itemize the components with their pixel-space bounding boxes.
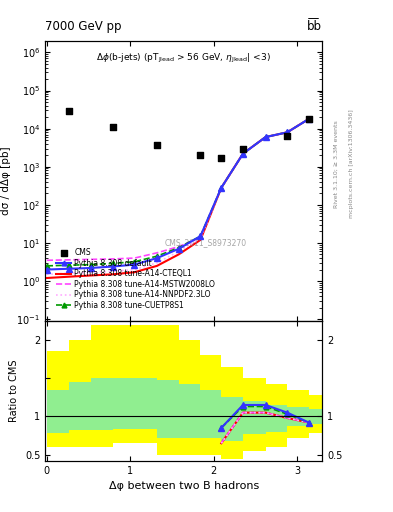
CMS (197, 151, 204, 159)
Text: Rivet 3.1.10; ≥ 3.3M events: Rivet 3.1.10; ≥ 3.3M events (334, 120, 338, 208)
Pythia 8.308 tune-CUETP8S1 (132, 259, 137, 265)
Pythia 8.308 tune-A14-CTEQL1 (307, 116, 311, 122)
Pythia 8.308 tune-A14-CTEQL1 (110, 271, 115, 278)
Pythia 8.308 tune-CUETP8S1 (67, 262, 72, 268)
Pythia 8.308 tune-CUETP8S1 (110, 260, 115, 266)
Pythia 8.308 tune-A14-NNPDF2.3LO (155, 260, 160, 266)
Text: 7000 GeV pp: 7000 GeV pp (45, 20, 122, 33)
Pythia 8.308 tune-A14-CTEQL1 (285, 129, 290, 135)
Y-axis label: dσ / dΔφ [pb]: dσ / dΔφ [pb] (1, 146, 11, 215)
Pythia 8.308 tune-A14-CTEQL1 (198, 237, 203, 243)
Pythia 8.308 tune-A14-CTEQL1 (263, 134, 268, 140)
Pythia 8.308 tune-A14-MSTW2008LO (176, 244, 181, 250)
Pythia 8.308 default (198, 233, 203, 239)
Pythia 8.308 tune-A14-NNPDF2.3LO (132, 266, 137, 272)
Pythia 8.308 tune-A14-CTEQL1 (219, 185, 224, 191)
Pythia 8.308 tune-A14-MSTW2008LO (285, 129, 290, 135)
Pythia 8.308 tune-A14-CTEQL1 (67, 273, 72, 280)
Text: $\Delta\phi$(b-jets) (pT$_{\mathsf{Jlead}}$ > 56 GeV, $\eta_{\mathsf{Jlead}}$| <: $\Delta\phi$(b-jets) (pT$_{\mathsf{Jlead… (96, 52, 271, 65)
Pythia 8.308 tune-A14-MSTW2008LO (44, 257, 49, 263)
Pythia 8.308 tune-CUETP8S1 (219, 185, 224, 191)
Pythia 8.308 default (110, 264, 115, 270)
CMS (284, 132, 290, 140)
Pythia 8.308 tune-A14-NNPDF2.3LO (110, 268, 115, 274)
Pythia 8.308 tune-A14-NNPDF2.3LO (89, 269, 94, 275)
Pythia 8.308 tune-CUETP8S1 (89, 262, 94, 268)
Pythia 8.308 tune-CUETP8S1 (44, 263, 49, 269)
Pythia 8.308 tune-A14-NNPDF2.3LO (285, 129, 290, 135)
Pythia 8.308 tune-A14-CTEQL1 (155, 263, 160, 269)
Pythia 8.308 tune-A14-NNPDF2.3LO (241, 151, 245, 157)
Pythia 8.308 default (44, 266, 49, 272)
Pythia 8.308 tune-A14-MSTW2008LO (307, 116, 311, 122)
Pythia 8.308 default (89, 265, 94, 271)
Pythia 8.308 default (67, 266, 72, 272)
Pythia 8.308 default (285, 129, 290, 135)
Line: Pythia 8.308 tune-CUETP8S1: Pythia 8.308 tune-CUETP8S1 (44, 116, 311, 268)
CMS (110, 123, 116, 131)
Pythia 8.308 tune-CUETP8S1 (285, 129, 290, 135)
Pythia 8.308 tune-CUETP8S1 (198, 233, 203, 239)
Pythia 8.308 tune-A14-NNPDF2.3LO (176, 248, 181, 254)
Pythia 8.308 tune-A14-NNPDF2.3LO (307, 116, 311, 122)
Pythia 8.308 tune-A14-NNPDF2.3LO (198, 236, 203, 242)
Line: Pythia 8.308 default: Pythia 8.308 default (44, 116, 312, 272)
Pythia 8.308 tune-A14-NNPDF2.3LO (67, 270, 72, 276)
Text: CMS_2011_S8973270: CMS_2011_S8973270 (165, 238, 247, 247)
Pythia 8.308 tune-CUETP8S1 (241, 151, 245, 157)
Pythia 8.308 default (219, 185, 224, 191)
Pythia 8.308 tune-A14-NNPDF2.3LO (263, 134, 268, 140)
Pythia 8.308 tune-A14-MSTW2008LO (198, 234, 203, 241)
Text: mcplots.cern.ch [arXiv:1306.3436]: mcplots.cern.ch [arXiv:1306.3436] (349, 110, 354, 218)
Pythia 8.308 default (132, 262, 137, 268)
Pythia 8.308 tune-A14-MSTW2008LO (241, 151, 245, 157)
Text: b͞b: b͞b (307, 20, 322, 33)
X-axis label: Δφ between two B hadrons: Δφ between two B hadrons (108, 481, 259, 491)
Line: Pythia 8.308 tune-A14-NNPDF2.3LO: Pythia 8.308 tune-A14-NNPDF2.3LO (47, 119, 309, 274)
CMS (306, 115, 312, 123)
Pythia 8.308 tune-CUETP8S1 (307, 116, 311, 122)
CMS (154, 141, 160, 149)
Legend: CMS, Pythia 8.308 default, Pythia 8.308 tune-A14-CTEQL1, Pythia 8.308 tune-A14-M: CMS, Pythia 8.308 default, Pythia 8.308 … (55, 247, 217, 311)
Pythia 8.308 tune-A14-MSTW2008LO (263, 134, 268, 140)
Pythia 8.308 tune-A14-CTEQL1 (89, 272, 94, 279)
Pythia 8.308 tune-A14-CTEQL1 (176, 251, 181, 258)
CMS (66, 107, 73, 115)
Pythia 8.308 tune-A14-NNPDF2.3LO (44, 271, 49, 278)
Pythia 8.308 default (307, 116, 311, 122)
Pythia 8.308 tune-A14-CTEQL1 (132, 269, 137, 275)
Pythia 8.308 tune-A14-MSTW2008LO (219, 185, 224, 191)
Pythia 8.308 default (176, 246, 181, 252)
Pythia 8.308 tune-CUETP8S1 (263, 134, 268, 140)
Pythia 8.308 tune-A14-MSTW2008LO (67, 257, 72, 263)
Pythia 8.308 tune-A14-CTEQL1 (241, 151, 245, 157)
Pythia 8.308 tune-A14-CTEQL1 (44, 275, 49, 281)
Pythia 8.308 default (155, 255, 160, 261)
Pythia 8.308 default (263, 134, 268, 140)
Y-axis label: Ratio to CMS: Ratio to CMS (9, 359, 19, 422)
Pythia 8.308 tune-A14-MSTW2008LO (155, 250, 160, 256)
Pythia 8.308 tune-A14-MSTW2008LO (110, 256, 115, 262)
Pythia 8.308 tune-CUETP8S1 (176, 245, 181, 251)
CMS (218, 154, 224, 162)
Line: Pythia 8.308 tune-A14-MSTW2008LO: Pythia 8.308 tune-A14-MSTW2008LO (47, 119, 309, 260)
Line: Pythia 8.308 tune-A14-CTEQL1: Pythia 8.308 tune-A14-CTEQL1 (47, 119, 309, 278)
Pythia 8.308 tune-CUETP8S1 (155, 253, 160, 259)
Pythia 8.308 tune-A14-NNPDF2.3LO (219, 185, 224, 191)
Pythia 8.308 tune-A14-MSTW2008LO (132, 255, 137, 261)
Pythia 8.308 tune-A14-MSTW2008LO (89, 257, 94, 263)
CMS (240, 144, 246, 153)
Pythia 8.308 default (241, 151, 245, 157)
